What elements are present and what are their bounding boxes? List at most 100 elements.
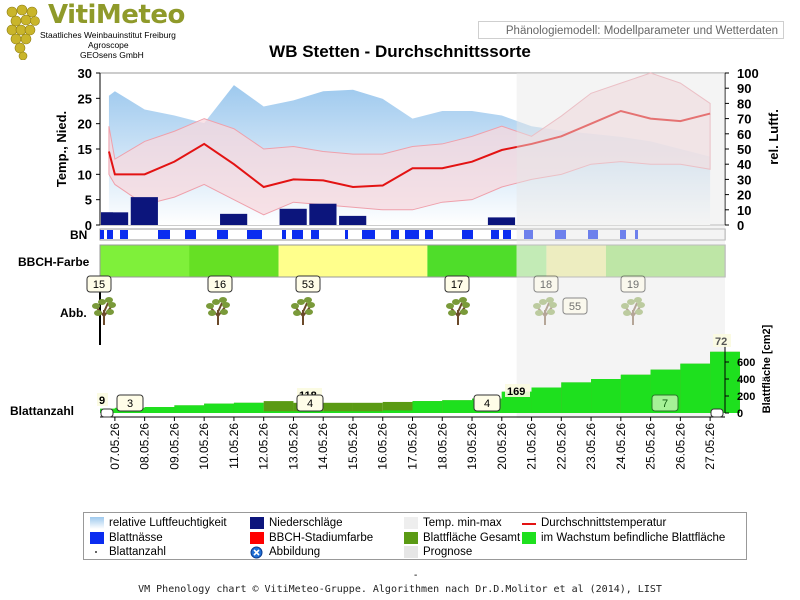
bbch-stage-label: 16 [214, 279, 226, 291]
precip-bar [279, 208, 307, 225]
leaf-wetness-bar [100, 230, 104, 239]
legend-swatch-xcircle [250, 546, 264, 559]
axis-start-marker [100, 408, 114, 418]
x-axis-date-label: 09.05.26 [167, 423, 181, 470]
x-axis-date-label: 24.05.26 [614, 423, 628, 470]
left-axis-tick-label: 15 [78, 142, 92, 157]
left-axis-tick-label: 5 [85, 193, 92, 208]
leaf-area-growing-bar [293, 411, 324, 413]
plant-stage-icon [291, 297, 315, 325]
leaf-axis-tick-label: 0 [737, 408, 743, 420]
x-axis-date-label: 20.05.26 [495, 423, 509, 470]
logo-agroscope: Agroscope [88, 40, 129, 50]
legend-label: Prognose [423, 546, 473, 558]
plant-leaf [547, 309, 555, 315]
plant-leaf [623, 310, 631, 316]
x-axis-date-label: 11.05.26 [227, 423, 241, 469]
plant-leaf [293, 310, 301, 316]
left-axis-tick-label: 10 [78, 167, 92, 182]
leaf-wetness-bar [425, 230, 433, 239]
bbch-color-band [516, 245, 547, 277]
legend-label: Blattanzahl [109, 546, 166, 558]
plant-leaf [446, 303, 454, 309]
axis-end-marker [710, 408, 724, 418]
plant-leaf [94, 310, 102, 316]
bbch-stage-box [533, 275, 559, 293]
leaf-area-growing-bar [620, 374, 651, 413]
bbch-stage-marker: 55 [562, 297, 588, 315]
leaf-wetness-bar [620, 230, 626, 239]
legend-swatch-avgline [522, 522, 536, 525]
leaf-wetness-bar [292, 230, 303, 239]
leaf-area-growing-bar [174, 405, 205, 413]
leaf-wetness-bar [247, 230, 262, 239]
bbch-color-band [427, 245, 517, 277]
right-axis-tick-label: 10 [737, 203, 751, 218]
bbch-stage-marker: 19 [620, 275, 646, 293]
bbch-row-label: BBCH-Farbe [18, 255, 90, 269]
legend-swatch-leafwet [90, 531, 104, 544]
model-header-label: Phänologiemodell: Modellparameter und We… [478, 21, 784, 39]
x-axis-date-label: 18.05.26 [435, 423, 449, 470]
x-axis-date-label: 17.05.26 [406, 423, 420, 470]
legend-swatch-prognose [404, 545, 418, 558]
x-axis-date-label: 08.05.26 [138, 423, 152, 470]
temp-minmax-band [108, 72, 711, 216]
precip-bar [220, 213, 248, 225]
leaf-wetness-bar [555, 230, 566, 239]
leaf-count-box [296, 394, 324, 412]
plant-leaf [448, 310, 456, 316]
bbch-stage-label: 18 [540, 279, 552, 291]
plant-leaf [219, 297, 227, 303]
precip-bar [487, 217, 516, 225]
leaf-area-label: 72 [715, 336, 727, 348]
plant-leaf [212, 299, 220, 305]
x-axis-date-label: 12.05.26 [257, 423, 271, 470]
legend-swatch-leafarea [404, 531, 418, 544]
legend-label: relative Luftfeuchtigkeit [109, 517, 227, 529]
forecast-shade [516, 73, 725, 418]
leaf-area-growing-bar [352, 411, 383, 413]
legend-label: Durchschnittstemperatur [541, 517, 667, 529]
plant-leaf [222, 302, 230, 308]
leaf-wetness-bar [311, 230, 319, 239]
legend-item: Abbildung [250, 545, 320, 559]
leaf-area-label-bg [505, 384, 530, 397]
legend-item: Blattnässe [90, 531, 163, 545]
legend-item: Blattanzahl [90, 545, 166, 559]
plant-leaf [459, 297, 467, 303]
leaf-area-total-bar [263, 401, 294, 413]
leaf-area-growing-bar [144, 407, 175, 413]
leaf-count-row-label: Blattanzahl [10, 404, 74, 418]
avg-temp-line [107, 109, 711, 189]
precip-bar [339, 215, 367, 225]
leaf-wetness-bar [362, 230, 375, 239]
leaf-count-box [116, 394, 144, 412]
right-axis-tick-label: 100 [737, 66, 759, 81]
x-axis-date-label: 23.05.26 [584, 423, 598, 470]
left-axis-tick-label: 20 [78, 117, 92, 132]
leaf-wetness-bar [588, 230, 598, 239]
x-axis-date-label: 22.05.26 [554, 423, 568, 470]
leaf-area-growing-bar [323, 411, 353, 413]
legend-item: Niederschläge [250, 516, 343, 530]
plant-leaf [533, 303, 541, 309]
leaf-area-growing-bar [531, 387, 562, 413]
leaf-wetness-bar [503, 230, 511, 239]
plant-leaf [291, 303, 299, 309]
x-axis-date-label: 25.05.26 [644, 423, 658, 470]
right-axis-tick-label: 0 [737, 218, 744, 233]
leaf-area-label-bg [97, 393, 108, 406]
legend-item: Temp. min-max [404, 516, 502, 530]
plant-leaf [206, 303, 214, 309]
legend-swatch-bbch [250, 531, 264, 544]
bbch-stage-label: 19 [627, 279, 639, 291]
chart-title: WB Stetten - Durchschnittssorte [269, 42, 531, 61]
plant-leaf [535, 310, 543, 316]
leaf-area-growing-bar [680, 363, 711, 413]
plant-leaf [208, 310, 216, 316]
leaf-axis-tick-label: 400 [737, 374, 755, 386]
x-axis-date-label: 26.05.26 [673, 423, 687, 470]
legend-label: im Wachstum befindliche Blattfläche [541, 532, 726, 544]
left-axis-title: Temp., Nied. [54, 111, 69, 187]
